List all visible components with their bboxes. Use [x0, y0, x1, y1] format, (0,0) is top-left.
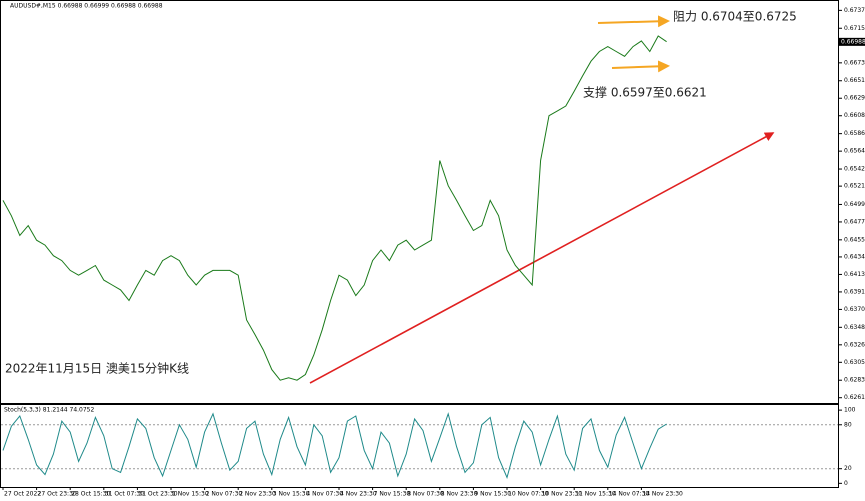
main-frame — [0, 0, 839, 404]
x-tick-label: 31 Oct 23:30 — [138, 491, 177, 498]
y-tick-label: 80 — [844, 421, 852, 428]
resistance-note: 阻力 0.6704至0.6725 — [673, 10, 797, 24]
y-tick-label: 0.64345 — [844, 253, 865, 260]
price-label: 0.66988 — [841, 38, 865, 45]
y-tick-label: 0.62615 — [844, 394, 865, 401]
x-tick-label: 4 Nov 07:30 — [306, 491, 343, 498]
x-tick-label: 14 Nov 23:30 — [642, 491, 683, 498]
x-tick-label: 11 Nov 15:30 — [575, 491, 616, 498]
stoch-frame — [0, 404, 839, 488]
y-tick-label: 0.64775 — [844, 218, 865, 225]
y-tick-label: 0.65215 — [844, 183, 865, 190]
x-tick-label: 14 Nov 07:30 — [609, 491, 650, 498]
x-tick-label: 2 Nov 23:30 — [239, 491, 276, 498]
x-tick-label: 10 Nov 23:30 — [542, 491, 583, 498]
y-tick-label: 0.66295 — [844, 95, 865, 102]
resistance-arrow — [597, 15, 670, 28]
trend-arrow — [309, 132, 775, 384]
x-tick-label: 31 Oct 07:30 — [105, 491, 144, 498]
x-tick-label: 8 Nov 07:30 — [407, 491, 444, 498]
support-note: 支撑 0.6597至0.6621 — [583, 85, 707, 100]
y-tick-label: 0.64555 — [844, 236, 865, 243]
support-arrow — [611, 60, 670, 73]
price-box — [839, 37, 865, 46]
x-tick-label: 8 Nov 23:30 — [441, 491, 478, 498]
chart-caption: 2022年11月15日 澳美15分钟K线 — [5, 361, 189, 376]
y-tick-label: 20 — [844, 465, 852, 472]
y-tick-label: 0.67375 — [844, 7, 865, 14]
x-tick-label: 10 Nov 07:30 — [508, 491, 549, 498]
chart-title: AUDUSD#,M15 0.66988 0.66999 0.66988 0.66… — [10, 3, 163, 10]
stoch-title: Stoch(5,3,3) 81.2144 74.0752 — [4, 407, 95, 414]
x-tick-label: 27 Oct 23:30 — [38, 491, 77, 498]
x-tick-label: 2 Nov 07:30 — [206, 491, 243, 498]
price-line — [2, 35, 667, 381]
x-tick-label: 27 Oct 2022 — [4, 491, 41, 498]
x-tick-label: 1 Nov 15:30 — [172, 491, 209, 498]
y-tick-label: 0.63915 — [844, 288, 865, 295]
y-tick-label: 0.63265 — [844, 341, 865, 348]
x-tick-label: 3 Nov 15:30 — [273, 491, 310, 498]
price-line — [2, 412, 667, 480]
x-tick-label: 7 Nov 15:30 — [374, 491, 411, 498]
y-tick-label: 0 — [844, 480, 848, 487]
x-tick-label: 4 Nov 23:30 — [340, 491, 377, 498]
y-tick-label: 0.65425 — [844, 166, 865, 173]
y-tick-label: 0.67155 — [844, 25, 865, 32]
y-tick-label: 0.65645 — [844, 148, 865, 155]
y-tick-label: 100 — [844, 407, 856, 414]
x-tick-label: 28 Oct 15:30 — [71, 491, 110, 498]
x-tick-label: 9 Nov 15:30 — [474, 491, 511, 498]
